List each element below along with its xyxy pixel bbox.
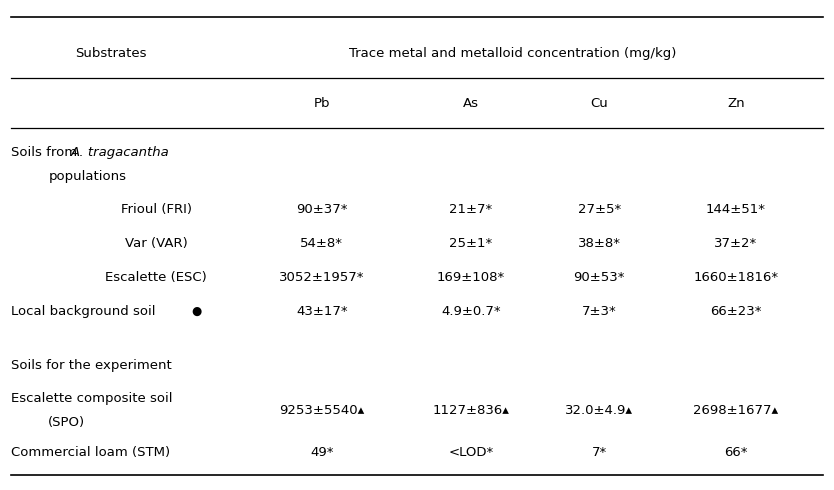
Text: 27±5*: 27±5* [578,203,620,216]
Text: Cu: Cu [590,97,608,110]
Text: 90±53*: 90±53* [574,271,625,284]
Text: Local background soil: Local background soil [11,305,156,318]
Text: 32.0±4.9▴: 32.0±4.9▴ [565,404,633,417]
Text: Pb: Pb [314,97,330,110]
Text: Soils from: Soils from [11,147,82,159]
Text: 169±108*: 169±108* [437,271,505,284]
Text: 4.9±0.7*: 4.9±0.7* [441,305,500,318]
Text: Soils for the experiment: Soils for the experiment [11,359,172,371]
Text: Escalette (ESC): Escalette (ESC) [105,271,207,284]
Text: <LOD*: <LOD* [448,446,494,459]
Text: 1127±836▴: 1127±836▴ [432,404,510,417]
Text: 25±1*: 25±1* [450,237,492,250]
Text: 2698±1677▴: 2698±1677▴ [693,404,778,417]
Text: 9253±5540▴: 9253±5540▴ [279,404,364,417]
Text: 90±37*: 90±37* [296,203,348,216]
Text: 7±3*: 7±3* [582,305,616,318]
Text: Zn: Zn [727,97,745,110]
Text: 1660±1816*: 1660±1816* [693,271,778,284]
Text: Var (VAR): Var (VAR) [124,237,188,250]
Text: 37±2*: 37±2* [715,237,757,250]
Text: 7*: 7* [591,446,607,459]
Text: ●: ● [192,305,202,318]
Text: 66±23*: 66±23* [711,305,761,318]
Text: Frioul (FRI): Frioul (FRI) [121,203,192,216]
Text: Trace metal and metalloid concentration (mg/kg): Trace metal and metalloid concentration … [349,47,676,60]
Text: 21±7*: 21±7* [450,203,492,216]
Text: 144±51*: 144±51* [706,203,766,216]
Text: 49*: 49* [310,446,334,459]
Text: 38±8*: 38±8* [578,237,620,250]
Text: As: As [463,97,479,110]
Text: 43±17*: 43±17* [296,305,348,318]
Text: Substrates: Substrates [75,47,146,60]
Text: populations: populations [48,170,126,183]
Text: A. tragacantha: A. tragacantha [71,147,169,159]
Text: Commercial loam (STM): Commercial loam (STM) [11,446,170,459]
Text: 3052±1957*: 3052±1957* [279,271,364,284]
Text: 54±8*: 54±8* [300,237,344,250]
Text: Escalette composite soil: Escalette composite soil [11,392,173,405]
Text: (SPO): (SPO) [48,416,85,429]
Text: 66*: 66* [724,446,748,459]
